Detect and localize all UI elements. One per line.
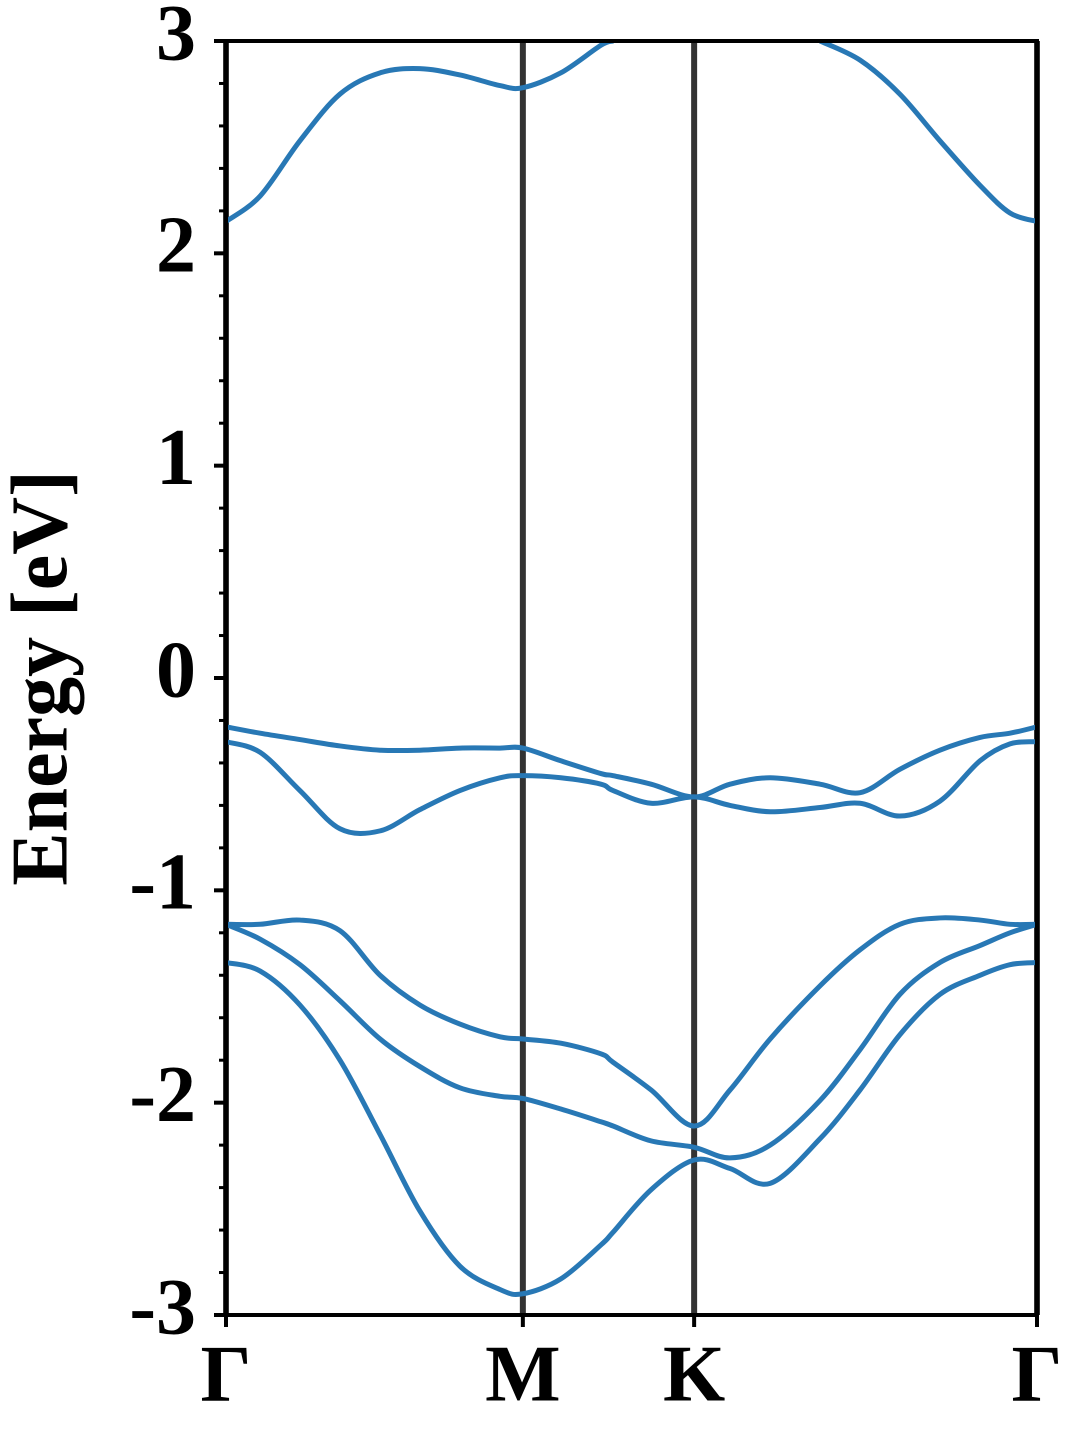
y-tick-label: 0: [156, 626, 196, 714]
band-line: [226, 921, 1037, 1161]
y-tick-label: 1: [156, 414, 196, 502]
y-tick-label: -3: [129, 1263, 196, 1351]
y-tick-label: 2: [156, 202, 196, 290]
x-tick-label: M: [485, 1330, 561, 1418]
x-tick-label: K: [663, 1330, 725, 1418]
x-tick-label: Γ: [201, 1330, 252, 1418]
y-tick-label: 3: [156, 0, 196, 77]
y-tick-label: -1: [129, 839, 196, 927]
x-tick-label: Γ: [1012, 1330, 1063, 1418]
y-axis-label: Energy [eV]: [0, 470, 84, 885]
band-line: [226, 915, 1037, 1129]
plot-frame: [224, 39, 1039, 1317]
band-line: [226, 41, 1037, 224]
y-tick-label: -2: [129, 1051, 196, 1139]
band-line: [226, 724, 1037, 800]
plot-area: [226, 41, 1037, 1297]
band-line: [226, 739, 1037, 837]
band-line: [226, 960, 1037, 1297]
